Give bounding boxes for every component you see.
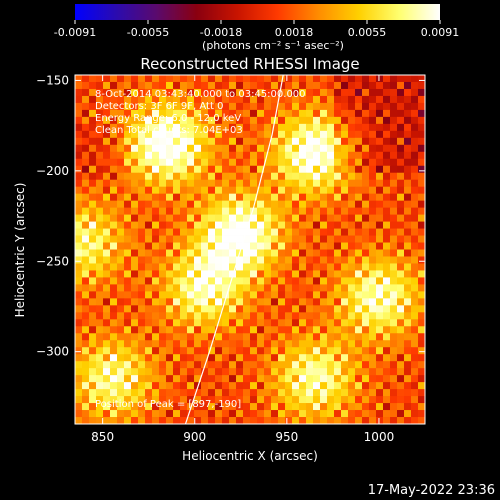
y-axis-label: Heliocentric Y (arcsec) bbox=[13, 183, 27, 318]
annotation-clean-counts: Clean Total counts: 7.04E+03 bbox=[95, 125, 243, 136]
colorbar-tick-label: 0.0091 bbox=[421, 26, 460, 39]
y-tick-label: −200 bbox=[36, 164, 69, 178]
x-axis-label: Heliocentric X (arcsec) bbox=[182, 449, 318, 463]
y-tick-label: −250 bbox=[36, 254, 69, 268]
footer-timestamp: 17-May-2022 23:36 bbox=[368, 483, 495, 498]
annotation-peak-position: Position of Peak = [897,-190] bbox=[95, 399, 241, 410]
colorbar-tick-label: -0.0091 bbox=[54, 26, 96, 39]
annotation-energy-range: Energy Range: 6.0 - 12.0 keV bbox=[95, 113, 241, 124]
y-tick-label: −150 bbox=[36, 73, 69, 87]
colorbar-tick-label: -0.0055 bbox=[127, 26, 169, 39]
colorbar-units-label: (photons cm⁻² s⁻¹ asec⁻²) bbox=[202, 39, 344, 52]
colorbar-tick-label: 0.0018 bbox=[275, 26, 314, 39]
chart-title: Reconstructed RHESSI Image bbox=[140, 55, 359, 73]
annotation-detectors: Detectors: 3F 6F 9F, Att 0 bbox=[95, 101, 223, 112]
colorbar bbox=[75, 4, 440, 20]
x-tick-label: 950 bbox=[275, 430, 298, 444]
solar-limb-line bbox=[184, 75, 284, 424]
colorbar-tick-label: 0.0055 bbox=[348, 26, 387, 39]
y-tick-label: −300 bbox=[36, 345, 69, 359]
colorbar-ticks: -0.0091 -0.0055 -0.0018 0.0018 0.0055 0.0091 bbox=[54, 20, 459, 39]
x-tick-label: 850 bbox=[91, 430, 114, 444]
plot-frame bbox=[74, 74, 426, 425]
heatmap-image bbox=[75, 75, 425, 424]
colorbar-tick-label: -0.0018 bbox=[200, 26, 242, 39]
x-tick-label: 1000 bbox=[364, 430, 395, 444]
annotation-time-range: 8-Oct-2014 03:43:40.000 to 03:45:00.000 bbox=[95, 89, 306, 100]
x-tick-label: 900 bbox=[183, 430, 206, 444]
axes: 850 900 950 1000 −150 −200 −250 −300 bbox=[36, 73, 425, 444]
